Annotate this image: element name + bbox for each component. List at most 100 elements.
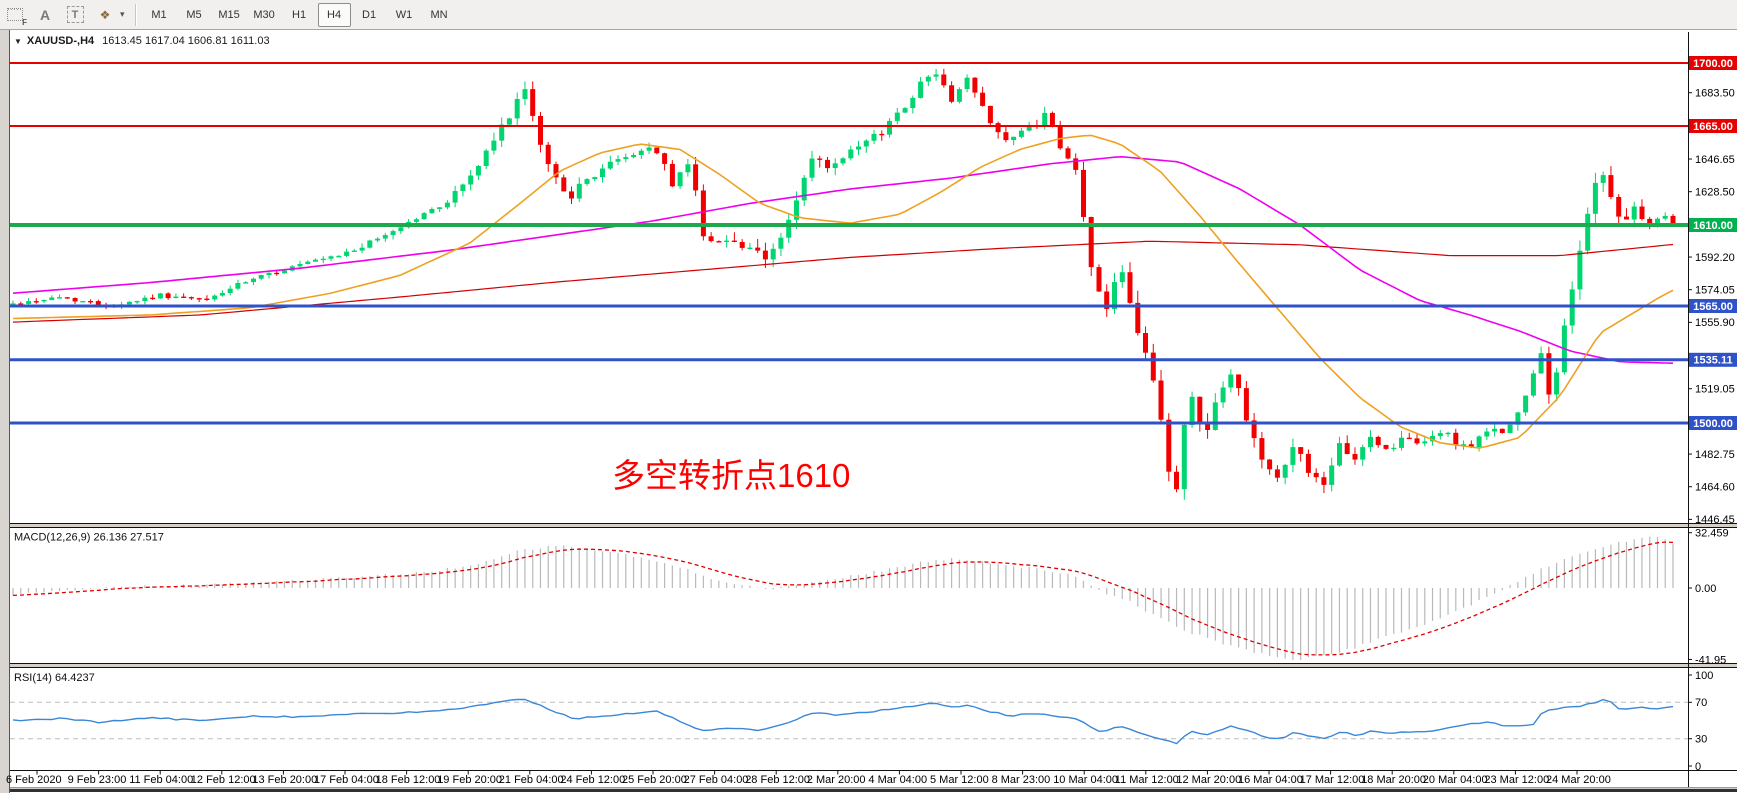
macd-signal-line [12, 541, 1674, 656]
date-label: 9 Feb 23:00 [68, 774, 127, 786]
price-badge-1535.11: 1535.11 [1689, 352, 1737, 367]
ohlc-values: 1613.45 1617.04 1606.81 1611.03 [102, 35, 270, 47]
date-label: 6 Feb 2020 [6, 774, 62, 786]
date-label: 20 Mar 04:00 [1423, 774, 1488, 786]
macd-panel[interactable] [12, 536, 1674, 660]
date-label: 16 Mar 04:00 [1238, 774, 1303, 786]
rsi-line [12, 698, 1674, 745]
svg-text:-41.95: -41.95 [1695, 654, 1726, 666]
date-label: 18 Feb 12:00 [376, 774, 441, 786]
rsi-panel[interactable] [10, 698, 1688, 745]
scrollbar-track [10, 787, 1737, 789]
ma-mid-orange-line [12, 134, 1674, 449]
svg-text:1500.00: 1500.00 [1693, 418, 1733, 430]
price-badge-1565.00: 1565.00 [1689, 299, 1737, 313]
timeframe-button-m5[interactable]: M5 [186, 8, 202, 21]
svg-text:32.459: 32.459 [1695, 528, 1729, 540]
date-label: 12 Feb 12:00 [191, 774, 256, 786]
date-label: 18 Mar 20:00 [1361, 774, 1426, 786]
cursor-a-icon[interactable]: A [32, 3, 58, 27]
svg-text:1700.00: 1700.00 [1693, 58, 1733, 70]
style-dropdown-caret[interactable]: ▾ [120, 9, 125, 19]
price-badge-1700.00: 1700.00 [1689, 56, 1737, 70]
candles [10, 68, 1676, 500]
svg-text:1565.00: 1565.00 [1693, 301, 1733, 313]
main-price-panel[interactable] [10, 62, 1688, 500]
svg-text:100: 100 [1695, 670, 1713, 682]
style-glyph: ❖ [99, 7, 111, 22]
svg-text:1628.50: 1628.50 [1695, 187, 1735, 199]
date-label: 5 Mar 12:00 [930, 774, 989, 786]
date-label: 11 Mar 12:00 [1115, 774, 1179, 786]
svg-text:1646.65: 1646.65 [1695, 154, 1735, 166]
timeframe-button-d1[interactable]: D1 [362, 8, 377, 21]
date-label: 4 Mar 04:00 [868, 774, 927, 786]
timeframe-button-m30[interactable]: M30 [253, 8, 275, 21]
date-label: 25 Feb 20:00 [622, 774, 687, 786]
chart-ohlc-header[interactable]: ▼ XAUUSD-,H4 1613.45 1617.04 1606.81 1611.… [14, 35, 270, 47]
chart-stack[interactable]: 1683.50 1646.65 1628.50 1592.20 1574.05 1555.… [0, 30, 1737, 793]
date-label: 24 Mar 20:00 [1546, 774, 1611, 786]
date-label: 8 Mar 23:00 [992, 774, 1051, 786]
svg-text:0: 0 [1695, 761, 1701, 773]
svg-text:1482.75: 1482.75 [1695, 449, 1735, 461]
timeframe-button-m1[interactable]: M1 [151, 8, 167, 21]
symbol-dropdown-icon[interactable]: ▼ [14, 37, 22, 46]
grid-glyph [7, 8, 23, 21]
svg-text:1610.00: 1610.00 [1693, 220, 1733, 232]
timeframe-button-m15[interactable]: M15 [218, 8, 240, 21]
scrollbar-thumb[interactable] [10, 789, 1737, 792]
line-style-icon[interactable]: ❖ [92, 3, 118, 27]
svg-text:1665.00: 1665.00 [1693, 121, 1733, 133]
date-label: 28 Feb 12:00 [745, 774, 810, 786]
timeframe-button-group: M1 M5 M15 M30 H1 H4 D1 W1 MN [142, 2, 457, 27]
svg-text:70: 70 [1695, 697, 1707, 709]
date-label: 24 Feb 12:00 [560, 774, 625, 786]
a-glyph: A [39, 6, 51, 23]
timeframe-button-mn[interactable]: MN [430, 8, 448, 21]
timeframe-button-h4[interactable]: H4 [317, 2, 351, 27]
date-label: 12 Mar 20:00 [1176, 774, 1241, 786]
date-label: 2 Mar 20:00 [807, 774, 866, 786]
svg-text:1574.05: 1574.05 [1695, 285, 1735, 297]
text-label-icon[interactable]: T [62, 3, 88, 27]
ma-slow-magenta-line [12, 155, 1674, 364]
t-glyph: T [66, 6, 84, 23]
timeframe-button-h1[interactable]: H1 [292, 8, 307, 21]
price-badge-1500.00: 1500.00 [1689, 416, 1737, 430]
svg-text:30: 30 [1695, 734, 1707, 746]
chart-annotation-text[interactable]: 多空转折点1610 [612, 457, 850, 494]
macd-histogram [12, 536, 1674, 660]
grid-f-label: F [22, 17, 27, 27]
timeframe-button-w1[interactable]: W1 [395, 8, 413, 21]
date-label: 27 Feb 04:00 [684, 774, 749, 786]
date-label: 13 Feb 20:00 [252, 774, 317, 786]
svg-text:1464.60: 1464.60 [1695, 482, 1735, 494]
date-label: 19 Feb 20:00 [437, 774, 502, 786]
toolbar-separator [134, 3, 136, 26]
date-label: 17 Mar 12:00 [1300, 774, 1365, 786]
svg-text:1555.90: 1555.90 [1695, 317, 1735, 329]
indicators-grid-icon[interactable]: F [2, 3, 28, 27]
date-label: 21 Feb 04:00 [499, 774, 564, 786]
date-label: 23 Mar 12:00 [1484, 774, 1549, 786]
svg-text:1519.05: 1519.05 [1695, 384, 1735, 396]
svg-text:1592.20: 1592.20 [1695, 252, 1735, 264]
price-badge-1610.00: 1610.00 [1689, 218, 1737, 232]
rsi-label: RSI(14) 64.4237 [14, 672, 95, 684]
date-label: 11 Feb 04:00 [129, 774, 193, 786]
ma-long-red-line [12, 240, 1674, 323]
svg-text:0.00: 0.00 [1695, 583, 1716, 595]
svg-text:1535.11: 1535.11 [1693, 355, 1732, 367]
symbol-label: XAUUSD-,H4 [26, 35, 95, 47]
date-label: 17 Feb 04:00 [314, 774, 379, 786]
svg-text:1446.45: 1446.45 [1695, 514, 1735, 526]
price-axis: 1683.50 1646.65 1628.50 1592.20 1574.05 1555.… [10, 32, 1737, 787]
svg-text:1683.50: 1683.50 [1695, 88, 1735, 100]
top-toolbar: F A T ❖ ▾ M1 M5 M15 M30 H1 H4 D1 W1 MN [0, 0, 1737, 30]
left-dock-strip[interactable] [0, 30, 9, 793]
price-badge-1665.00: 1665.00 [1689, 119, 1737, 133]
macd-label: MACD(12,26,9) 26.136 27.517 [14, 532, 164, 544]
